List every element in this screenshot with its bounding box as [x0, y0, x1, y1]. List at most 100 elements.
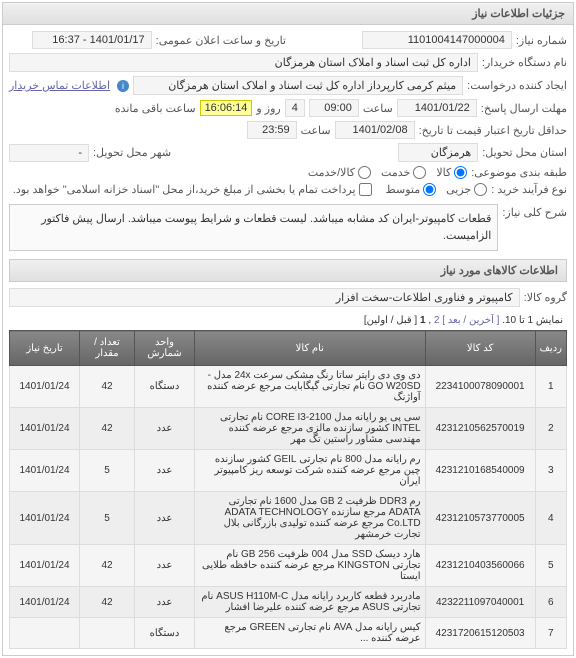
countdown: 16:06:14	[200, 100, 253, 116]
th-date: تاریخ نیاز	[10, 331, 80, 366]
pager-last[interactable]: [ آخرین	[469, 315, 499, 326]
cell-date: 1401/01/24	[10, 408, 80, 450]
multi-label: طبقه بندی موضوعی:	[471, 166, 567, 179]
radio-medium[interactable]	[423, 183, 436, 196]
days-value: 4	[285, 99, 305, 117]
cell-row: 2	[535, 408, 566, 450]
time-label-1: ساعت	[363, 102, 393, 115]
validity-time: 23:59	[247, 121, 297, 139]
desc-label: شرح کلی نیاز:	[502, 206, 567, 219]
opt-small[interactable]: جزیی	[446, 183, 487, 196]
day-label: روز و	[256, 102, 280, 115]
panel-title: جزئیات اطلاعات نیاز	[3, 3, 573, 25]
cell-code: 4231210562570019	[425, 408, 535, 450]
desc-text: قطعات کامپیوتر-ایران کد مشابه میباشد. لی…	[9, 204, 498, 251]
cell-row: 7	[535, 618, 566, 649]
opt-goods-service[interactable]: کالا/خدمت	[308, 166, 371, 179]
deadline-time: 09:00	[309, 99, 359, 117]
row-process: نوع فرآیند خرید : جزیی متوسط پرداخت تمام…	[9, 183, 567, 196]
cell-qty: 5	[80, 492, 135, 545]
radio-service[interactable]	[413, 166, 426, 179]
table-row[interactable]: 12234100078090001دی وی دی رایتر ساتا رنگ…	[10, 366, 567, 408]
cell-unit: دستگاه	[135, 366, 195, 408]
radio-goods-service[interactable]	[358, 166, 371, 179]
contact-link[interactable]: اطلاعات تماس خریدار	[9, 79, 110, 92]
time-label-2: ساعت	[301, 124, 331, 137]
row-group: گروه کالا: کامپیوتر و فناوری اطلاعات-سخت…	[9, 288, 567, 307]
table-body: 12234100078090001دی وی دی رایتر ساتا رنگ…	[10, 366, 567, 649]
cell-code: 4231720615120503	[425, 618, 535, 649]
cell-unit: عدد	[135, 492, 195, 545]
th-unit: واحد شمارش	[135, 331, 195, 366]
table-row[interactable]: 54231210403560066هارد دیسک SSD مدل 004 ظ…	[10, 545, 567, 587]
deadline-label: مهلت ارسال پاسخ:	[481, 102, 567, 115]
row-location: استان محل تحویل: هرمزگان شهر محل تحویل: …	[9, 143, 567, 162]
province-value: هرمزگان	[398, 143, 478, 162]
cell-date: 1401/01/24	[10, 545, 80, 587]
row-need-no: شماره نیاز: 1101004147000004 تاریخ و ساع…	[9, 31, 567, 49]
cell-code: 4231210403560066	[425, 545, 535, 587]
opt-medium[interactable]: متوسط	[386, 183, 437, 196]
validity-date: 1401/02/08	[335, 121, 415, 139]
cell-row: 6	[535, 587, 566, 618]
table-row[interactable]: 74231720615120503کیس رایانه مدل AVA نام …	[10, 618, 567, 649]
th-code: کد کالا	[425, 331, 535, 366]
group-value: کامپیوتر و فناوری اطلاعات-سخت افزار	[9, 288, 520, 307]
cell-code: 2234100078090001	[425, 366, 535, 408]
row-validity: حداقل تاریخ اعتبار قیمت تا تاریخ: 1401/0…	[9, 121, 567, 139]
cell-name: سی پی یو رایانه مدل CORE I3-2100 نام تجا…	[195, 408, 426, 450]
pager-info: نمایش 1 تا 10.	[502, 315, 563, 326]
buyer-label: نام دستگاه خریدار:	[482, 56, 567, 69]
th-name: نام کالا	[195, 331, 426, 366]
creator-label: ایجاد کننده درخواست:	[467, 79, 567, 92]
cell-qty: 42	[80, 408, 135, 450]
pager: نمایش 1 تا 10. [ آخرین / بعد ] 2 , 1 [ ق…	[9, 311, 567, 330]
cell-name: دی وی دی رایتر ساتا رنگ مشکی سرعت 24x مد…	[195, 366, 426, 408]
table-row[interactable]: 44231210573770005رم DDR3 ظرفیت GB 2 مدل …	[10, 492, 567, 545]
cell-name: هارد دیسک SSD مدل 004 ظرفیت GB 256 نام ت…	[195, 545, 426, 587]
pager-p1: 1	[420, 315, 426, 326]
pager-p2[interactable]: 2	[434, 315, 440, 326]
cell-date: 1401/01/24	[10, 492, 80, 545]
cell-date: 1401/01/24	[10, 366, 80, 408]
cell-unit: عدد	[135, 408, 195, 450]
group-label: گروه کالا:	[524, 291, 567, 304]
process-label: نوع فرآیند خرید :	[491, 183, 567, 196]
opt-goods[interactable]: کالا	[436, 166, 467, 179]
row-classification: طبقه بندی موضوعی: کالا خدمت کالا/خدمت	[9, 166, 567, 179]
cell-name: رم DDR3 ظرفیت GB 2 مدل 1600 نام تجارتی A…	[195, 492, 426, 545]
table-row[interactable]: 64232211097040001مادربرد قطعه کاربرد رای…	[10, 587, 567, 618]
table-row[interactable]: 24231210562570019سی پی یو رایانه مدل COR…	[10, 408, 567, 450]
cell-row: 5	[535, 545, 566, 587]
radio-small[interactable]	[474, 183, 487, 196]
main-panel: جزئیات اطلاعات نیاز شماره نیاز: 11010041…	[2, 2, 574, 656]
process-radios: جزیی متوسط	[386, 183, 488, 196]
city-label: شهر محل تحویل:	[93, 146, 171, 159]
th-qty: تعداد / مقدار	[80, 331, 135, 366]
row-deadline: مهلت ارسال پاسخ: تا تاریخ: 1401/01/22 سا…	[9, 99, 567, 117]
th-row: ردیف	[535, 331, 566, 366]
pay-checkbox-wrap[interactable]: پرداخت تمام یا بخشی از مبلغ خرید،از محل …	[13, 183, 372, 196]
opt-service[interactable]: خدمت	[381, 166, 426, 179]
pay-checkbox[interactable]	[359, 183, 372, 196]
need-no-label: شماره نیاز:	[516, 34, 567, 47]
row-desc-label: شرح کلی نیاز: قطعات کامپیوتر-ایران کد مش…	[9, 200, 567, 255]
buyer-value: اداره کل ثبت اسناد و املاک استان هرمزگان	[9, 53, 478, 72]
cell-qty: 42	[80, 587, 135, 618]
radio-goods[interactable]	[454, 166, 467, 179]
cell-code: 4232211097040001	[425, 587, 535, 618]
table-row[interactable]: 34231210168540009رم رایانه مدل 800 نام ت…	[10, 450, 567, 492]
cell-qty: 42	[80, 366, 135, 408]
cell-date	[10, 618, 80, 649]
cell-code: 4231210573770005	[425, 492, 535, 545]
cell-unit: عدد	[135, 587, 195, 618]
table-header-row: ردیف کد کالا نام کالا واحد شمارش تعداد /…	[10, 331, 567, 366]
cell-qty: 5	[80, 450, 135, 492]
cell-code: 4231210168540009	[425, 450, 535, 492]
cell-qty	[80, 618, 135, 649]
pay-note: پرداخت تمام یا بخشی از مبلغ خرید،از محل …	[13, 183, 356, 196]
cell-name: رم رایانه مدل 800 نام تجارتی GEIL کشور س…	[195, 450, 426, 492]
announce-label: تاریخ و ساعت اعلان عمومی:	[156, 34, 286, 47]
announce-value: 1401/01/17 - 16:37	[32, 31, 152, 49]
pager-next[interactable]: / بعد ]	[442, 315, 466, 326]
